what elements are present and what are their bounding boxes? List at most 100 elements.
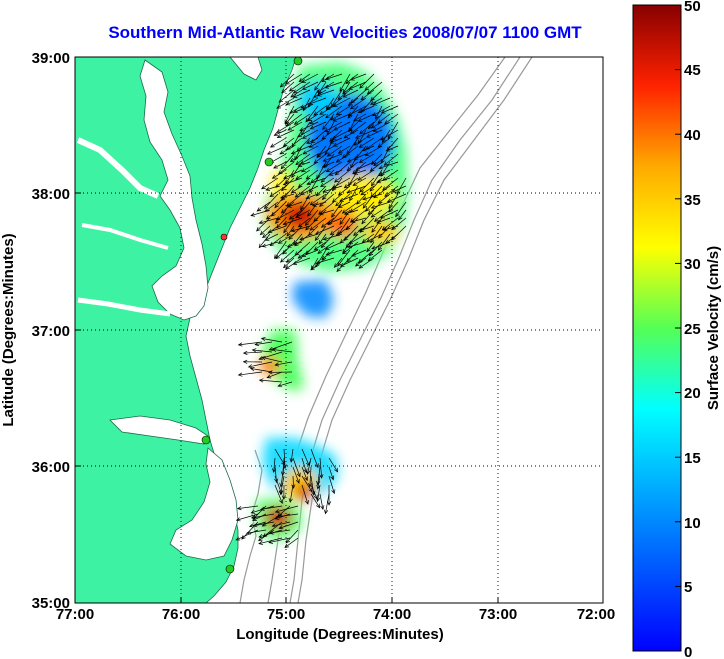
velocity-arrow (260, 225, 271, 235)
velocity-arrow (351, 249, 367, 257)
velocity-arrow-head (373, 194, 378, 199)
velocity-arrow-head (362, 196, 367, 201)
velocity-arrow (293, 81, 311, 94)
y-tick-label: 36:00 (32, 459, 70, 476)
velocity-arrow (396, 177, 407, 195)
velocity-arrow (251, 513, 275, 519)
velocity-arrow-head (365, 133, 371, 138)
velocity-arrow-head (370, 213, 376, 218)
velocity-arrow-head (309, 226, 315, 231)
velocity-arrow-head (252, 523, 258, 528)
velocity-arrow (258, 537, 283, 545)
velocity-arrow (377, 113, 391, 124)
velocity-arrow (283, 217, 303, 225)
velocity-arrow (296, 137, 311, 152)
velocity-arrow-head (258, 534, 264, 538)
velocity-arrow-head (250, 515, 256, 520)
velocity-arrow (362, 145, 375, 152)
velocity-arrow (300, 153, 319, 164)
velocity-arrow-head (300, 104, 306, 109)
velocity-arrow (293, 105, 311, 113)
velocity-arrow (376, 217, 391, 224)
velocity-arrow-head (335, 202, 340, 207)
velocity-arrow (330, 89, 343, 107)
velocity-arrow-head (319, 110, 324, 115)
velocity-arrow (313, 105, 327, 116)
velocity-arrow-head (274, 509, 280, 514)
velocity-arrow-head (279, 150, 285, 155)
velocity-arrow (359, 177, 375, 193)
velocity-arrow-head (331, 135, 337, 140)
velocity-arrow (369, 177, 383, 192)
velocity-arrow-head (329, 116, 335, 121)
x-axis-label: Longitude (Degrees:Minutes) (236, 626, 444, 643)
y-tick-label: 38:00 (32, 186, 70, 203)
velocity-arrow-head (360, 191, 365, 196)
velocity-arrow-head (297, 254, 303, 259)
velocity-arrow (283, 257, 295, 268)
velocity-arrow (346, 137, 359, 155)
velocity-arrow-head (297, 223, 303, 228)
velocity-arrow (371, 121, 383, 129)
velocity-arrow (332, 177, 351, 189)
velocity-arrow-head (313, 246, 319, 251)
velocity-arrow (278, 89, 295, 103)
velocity-arrow-head (287, 126, 293, 131)
velocity-arrow-head (304, 476, 308, 482)
velocity-arrow (256, 217, 271, 232)
velocity-arrow-head (280, 164, 285, 170)
velocity-arrow (355, 257, 367, 267)
velocity-arrow-head (321, 195, 327, 201)
velocity-arrow (371, 217, 383, 233)
velocity-arrow (350, 89, 367, 104)
velocity-arrow-head (292, 89, 298, 94)
x-tick-label: 74:00 (373, 606, 411, 623)
velocity-arrow (301, 484, 309, 505)
velocity-arrow-head (371, 228, 376, 233)
velocity-arrow-head (370, 100, 375, 105)
velocity-arrow-head (324, 509, 329, 515)
velocity-arrow (286, 137, 303, 150)
velocity-arrow (355, 161, 375, 171)
velocity-arrow-head (343, 134, 349, 139)
velocity-arrow-head (341, 209, 347, 214)
velocity-arrow (262, 241, 279, 247)
velocity-arrow (302, 129, 319, 139)
velocity-arrow (382, 129, 391, 143)
velocity-arrow (317, 484, 321, 502)
velocity-arrow-head (381, 226, 387, 231)
velocity-arrow (335, 225, 351, 237)
velocity-arrow (319, 493, 324, 510)
velocity-arrow (314, 73, 327, 91)
velocity-arrow (326, 217, 343, 225)
velocity-arrow (364, 81, 375, 91)
velocity-arrow-head (359, 84, 364, 89)
velocity-arrow-head (308, 482, 313, 488)
velocity-arrow (319, 209, 335, 215)
velocity-arrow (380, 129, 399, 141)
velocity-arrow-head (326, 106, 331, 111)
velocity-arrow (383, 225, 399, 231)
velocity-arrow-head (293, 109, 298, 114)
velocity-arrow-head (343, 211, 349, 216)
velocity-arrow (372, 105, 391, 117)
velocity-arrow (285, 113, 295, 125)
velocity-arrow (276, 513, 299, 518)
velocity-arrow (365, 201, 375, 212)
velocity-arrow (344, 177, 359, 189)
velocity-arrow (348, 105, 367, 116)
velocity-arrow-head (316, 88, 322, 93)
velocity-arrow-head (278, 525, 284, 530)
velocity-arrow-head (298, 77, 304, 83)
velocity-arrow (305, 105, 319, 123)
colorbar-tick-label: 40 (684, 127, 701, 144)
velocity-arrow (283, 217, 295, 233)
velocity-arrow (322, 113, 335, 130)
velocity-arrow-head (249, 367, 255, 372)
velocity-arrow (350, 209, 367, 223)
velocity-arrow-head (246, 530, 251, 535)
velocity-arrow-head (332, 117, 338, 122)
velocity-arrow-head (380, 109, 386, 114)
velocity-arrow (306, 177, 327, 185)
velocity-arrow (330, 113, 343, 121)
